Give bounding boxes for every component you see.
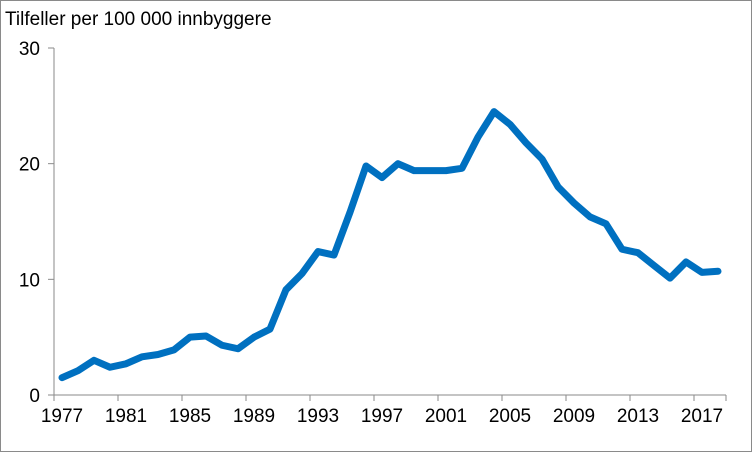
x-tick-label: 2009 xyxy=(553,406,595,427)
x-tick-label: 1993 xyxy=(297,406,339,427)
x-tick-label: 2001 xyxy=(425,406,467,427)
series-line xyxy=(58,108,722,382)
x-tick-label: 1981 xyxy=(105,406,147,427)
x-tick-label: 1989 xyxy=(233,406,275,427)
x-tick-label: 2017 xyxy=(681,406,723,427)
x-tick-label: 1977 xyxy=(41,406,83,427)
x-tick-label: 1997 xyxy=(361,406,403,427)
chart-title: Tilfeller per 100 000 innbyggere xyxy=(5,9,272,30)
y-tick-label: 20 xyxy=(19,155,40,176)
x-tick-label: 2013 xyxy=(617,406,659,427)
y-tick-label: 30 xyxy=(19,39,40,60)
y-tick-label: 0 xyxy=(29,386,40,407)
x-tick-label: 1985 xyxy=(169,406,211,427)
y-tick-label: 10 xyxy=(19,270,40,291)
x-tick-label: 2005 xyxy=(489,406,531,427)
